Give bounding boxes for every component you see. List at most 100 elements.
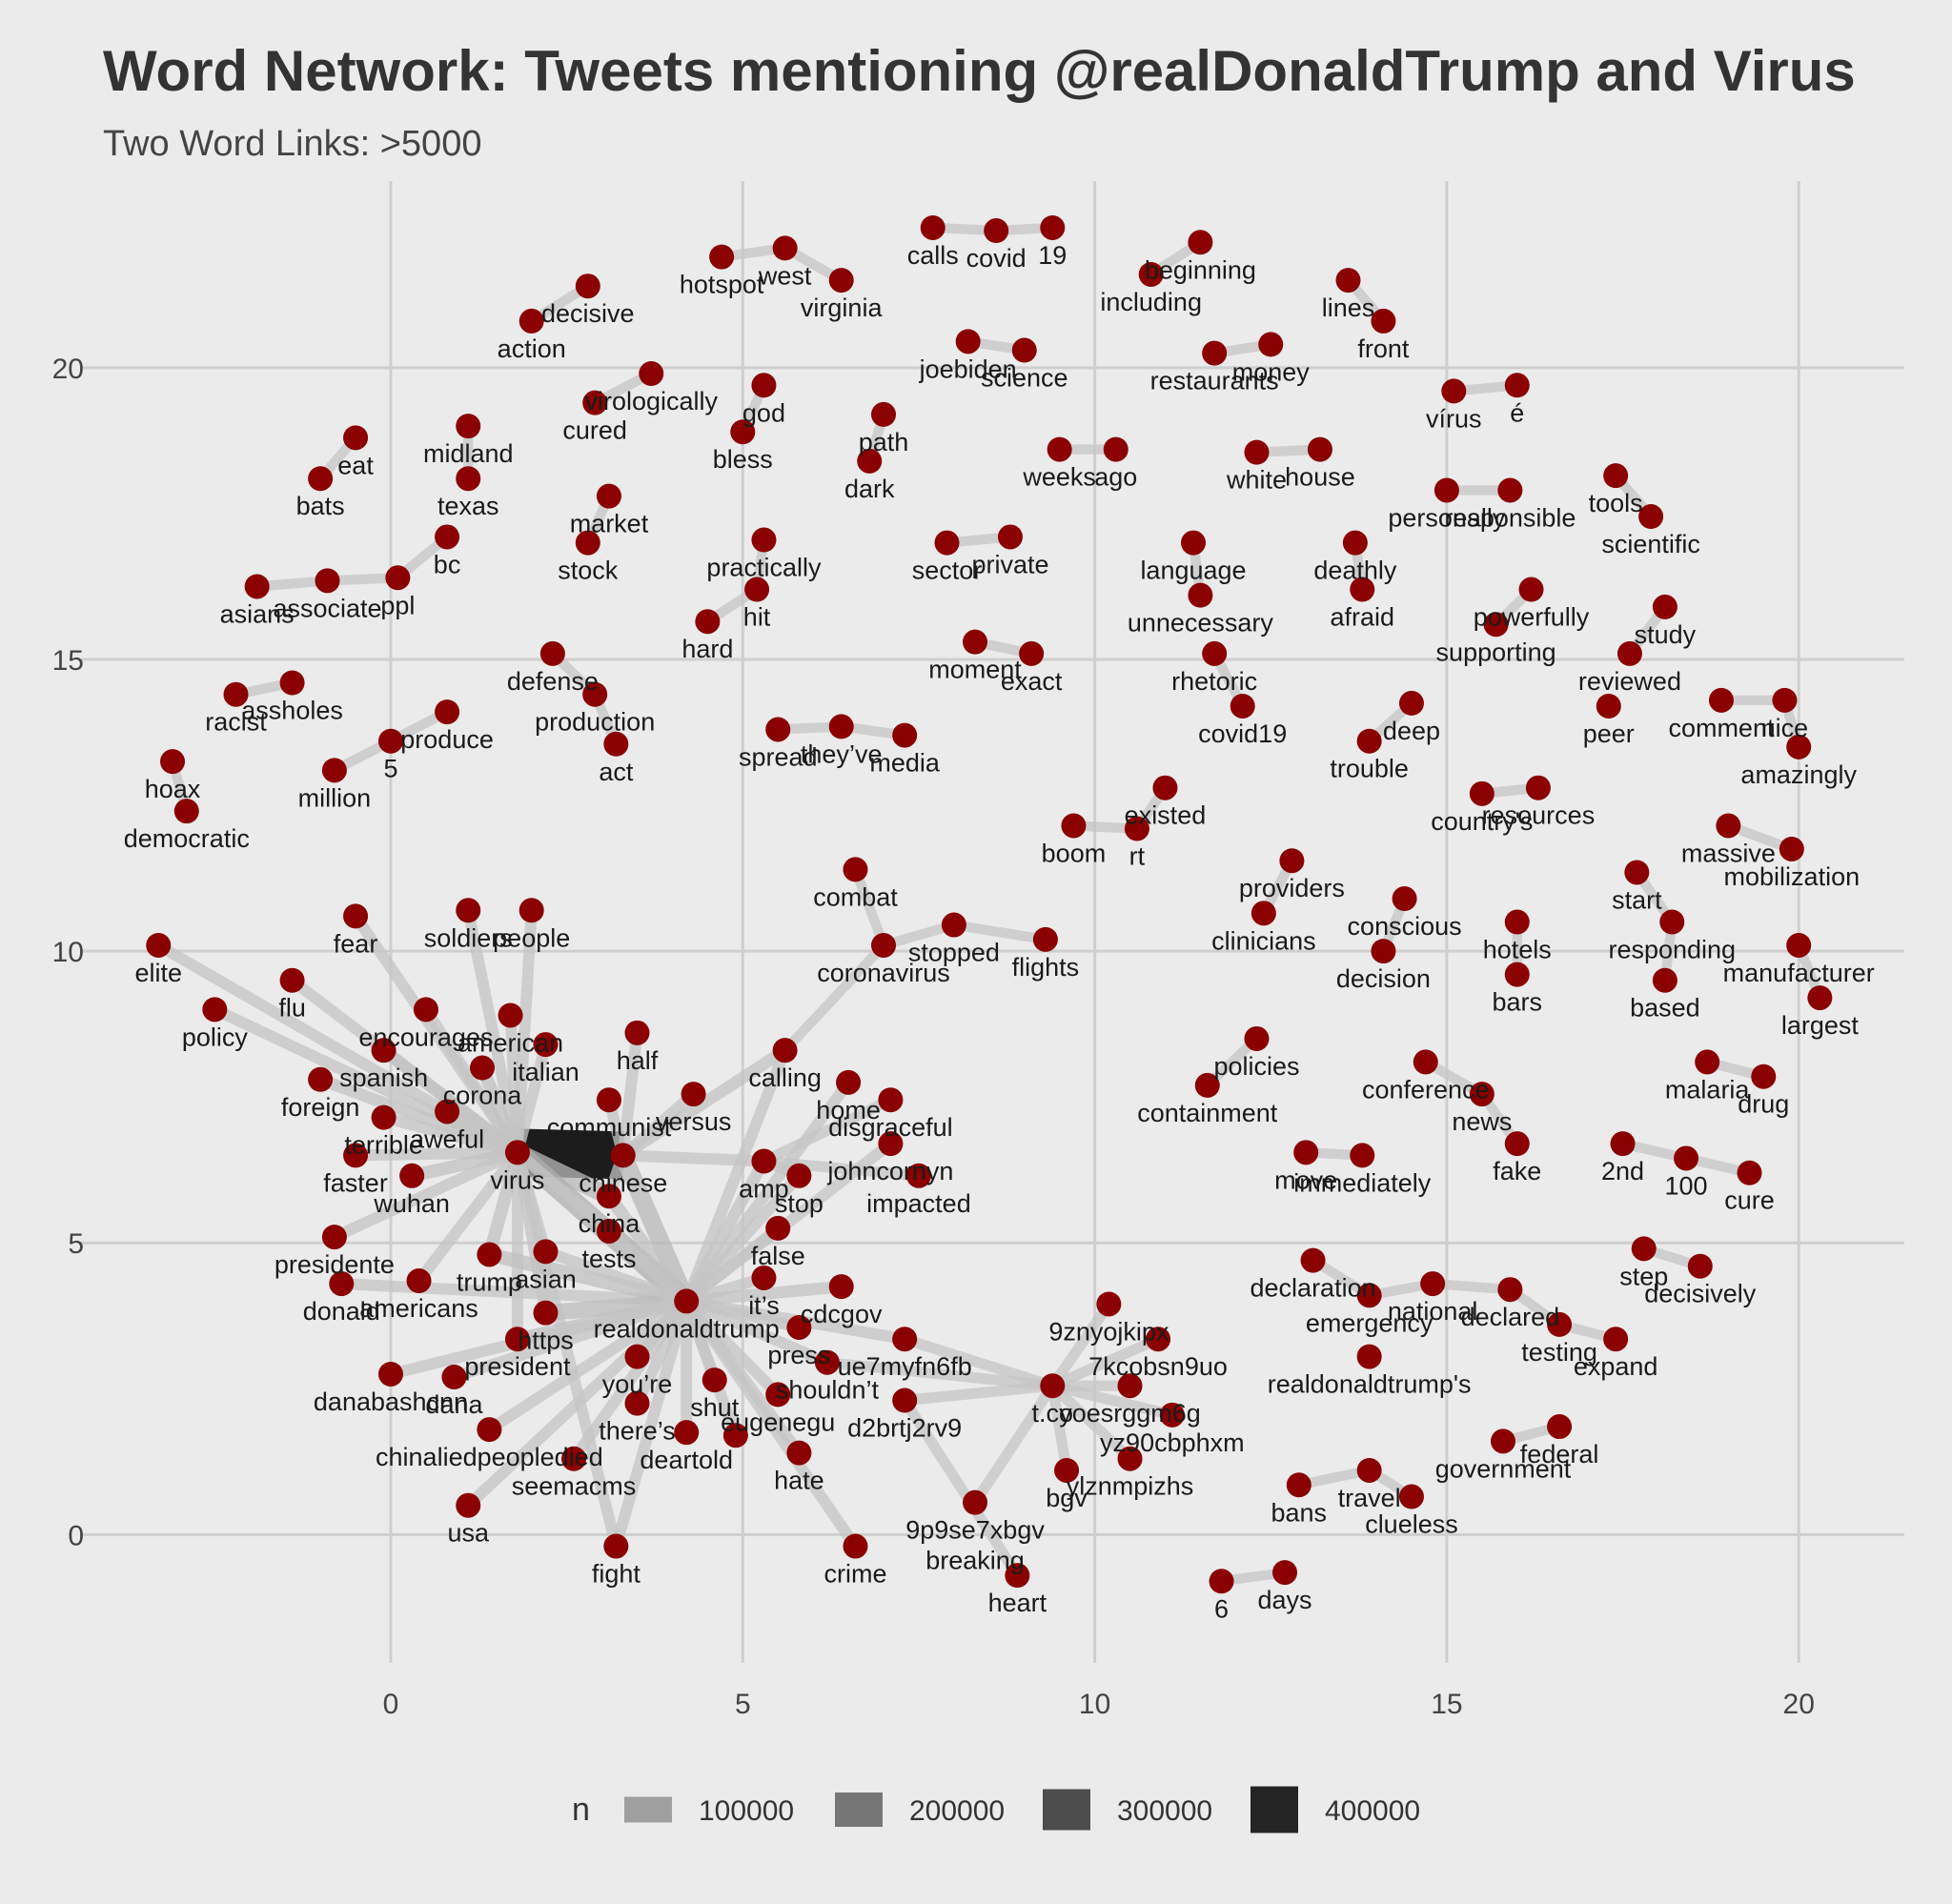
node bbox=[1047, 436, 1072, 462]
node bbox=[146, 932, 172, 958]
node bbox=[751, 1148, 777, 1174]
node bbox=[1659, 909, 1685, 935]
word-label: impacted bbox=[866, 1189, 971, 1218]
word-label: ylznmpizhs bbox=[1067, 1472, 1194, 1501]
y-tick-label: 5 bbox=[68, 1228, 84, 1260]
node bbox=[1547, 1414, 1573, 1440]
legend-label: 400000 bbox=[1325, 1795, 1420, 1827]
node bbox=[765, 717, 791, 742]
word-label: exact bbox=[1001, 667, 1063, 696]
edge bbox=[850, 864, 889, 951]
node bbox=[772, 1038, 798, 1063]
word-label: decisively bbox=[1644, 1280, 1757, 1308]
node bbox=[160, 749, 186, 775]
word-label: providers bbox=[1239, 874, 1345, 902]
node bbox=[639, 361, 664, 387]
word-label: nice bbox=[1761, 714, 1809, 742]
word-label: stop bbox=[775, 1189, 824, 1218]
node bbox=[1230, 693, 1255, 719]
word-label: front bbox=[1357, 334, 1410, 363]
node bbox=[603, 731, 629, 757]
word-label: it’s bbox=[748, 1291, 780, 1320]
node bbox=[1356, 1283, 1382, 1308]
node bbox=[1350, 577, 1375, 602]
legend-swatch bbox=[1250, 1786, 1298, 1833]
edge bbox=[1047, 1380, 1136, 1465]
edge bbox=[1047, 1298, 1114, 1391]
node bbox=[456, 466, 481, 492]
node bbox=[1420, 1271, 1446, 1297]
word-label: malaria bbox=[1665, 1075, 1751, 1104]
word-label: false bbox=[751, 1242, 805, 1270]
word-label: racist bbox=[205, 708, 267, 737]
word-label: country's bbox=[1431, 807, 1533, 836]
word-label: china bbox=[579, 1209, 641, 1238]
word-label: resources bbox=[1482, 801, 1596, 830]
word-label: d2brtj2rv9 bbox=[847, 1414, 962, 1443]
word-label: hotels bbox=[1483, 936, 1552, 964]
node bbox=[892, 1387, 918, 1413]
node bbox=[1616, 640, 1642, 666]
edge bbox=[610, 1295, 693, 1552]
node bbox=[1356, 728, 1382, 754]
word-label: flu bbox=[278, 994, 306, 1023]
edge bbox=[758, 1155, 925, 1182]
word-label: deathly bbox=[1313, 557, 1397, 585]
node bbox=[1786, 932, 1812, 958]
node bbox=[1504, 373, 1530, 398]
word-label: wuhan bbox=[373, 1189, 450, 1218]
node bbox=[1596, 693, 1621, 719]
edge bbox=[681, 1295, 862, 1552]
word-label: powerfully bbox=[1474, 603, 1590, 632]
node bbox=[624, 1344, 650, 1369]
edge bbox=[1047, 1380, 1072, 1476]
node bbox=[1497, 477, 1523, 503]
word-label: versus bbox=[656, 1107, 732, 1136]
word-label: path bbox=[859, 428, 909, 456]
word-label: aweful bbox=[410, 1124, 484, 1153]
node bbox=[1687, 1253, 1713, 1279]
word-label: italian bbox=[512, 1058, 580, 1086]
word-label: yz90cbphxm bbox=[1100, 1428, 1245, 1457]
node bbox=[1335, 268, 1361, 294]
x-tick-label: 10 bbox=[1079, 1689, 1110, 1720]
node bbox=[1342, 530, 1368, 556]
word-label: largest bbox=[1781, 1011, 1860, 1040]
y-tick-label: 20 bbox=[52, 354, 84, 385]
node bbox=[1250, 901, 1276, 926]
node bbox=[610, 1143, 636, 1168]
y-tick-label: 0 bbox=[68, 1520, 84, 1551]
word-label: bless bbox=[713, 445, 773, 474]
word-label: asian bbox=[515, 1265, 577, 1293]
word-label: spread bbox=[739, 742, 818, 771]
word-label: stock bbox=[558, 557, 619, 585]
node bbox=[709, 244, 735, 270]
node bbox=[244, 574, 270, 599]
node bbox=[371, 1038, 396, 1063]
node bbox=[1624, 860, 1650, 885]
word-label: rhetoric bbox=[1171, 667, 1257, 696]
node bbox=[343, 903, 369, 929]
word-label: flights bbox=[1012, 953, 1080, 982]
word-label: people bbox=[493, 923, 570, 952]
word-label: assholes bbox=[241, 696, 343, 724]
word-label: media bbox=[869, 749, 941, 778]
node bbox=[857, 448, 883, 474]
node bbox=[1392, 886, 1417, 912]
word-label: soldiers bbox=[424, 923, 513, 952]
word-label: government bbox=[1435, 1454, 1572, 1483]
word-label: 2nd bbox=[1601, 1157, 1644, 1185]
word-label: 7kcobsn9uo bbox=[1088, 1352, 1228, 1381]
word-label: ppl bbox=[380, 591, 415, 619]
word-label: comment bbox=[1668, 714, 1775, 742]
word-label: crime bbox=[824, 1560, 886, 1589]
edge bbox=[476, 1061, 524, 1160]
word-label: donald bbox=[303, 1297, 380, 1326]
node bbox=[223, 681, 249, 707]
node bbox=[1695, 1049, 1720, 1075]
word-label: national bbox=[1388, 1297, 1478, 1326]
word-label: deartold bbox=[640, 1446, 733, 1474]
word-label: declared bbox=[1461, 1303, 1560, 1331]
node bbox=[561, 1446, 587, 1471]
word-label: elite bbox=[134, 959, 182, 987]
